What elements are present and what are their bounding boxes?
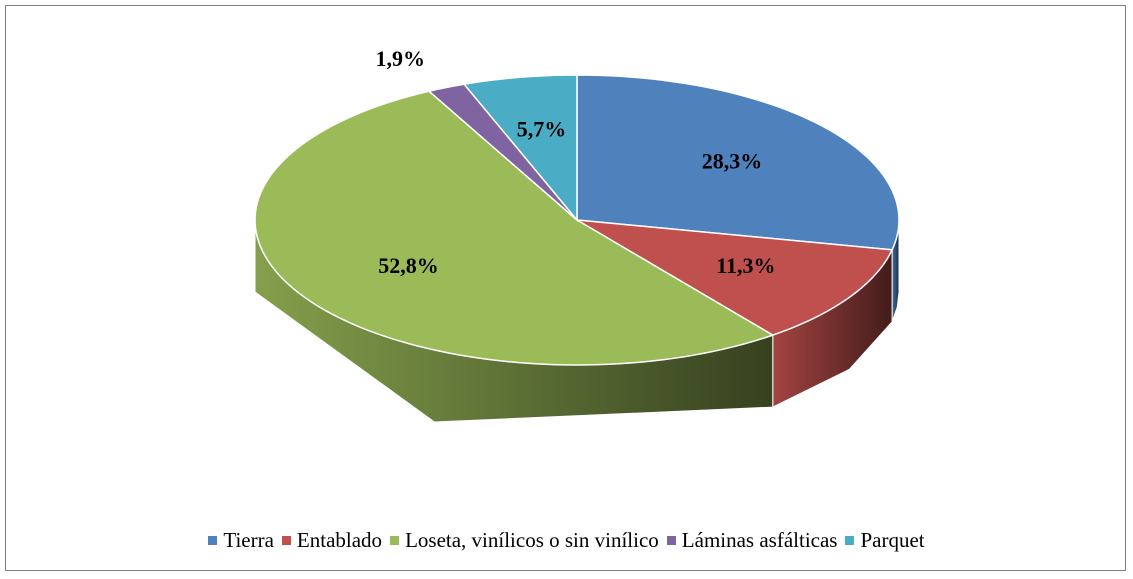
legend-swatch (845, 536, 855, 545)
legend-swatch (281, 536, 291, 545)
legend-item: Entablado (281, 528, 383, 553)
legend-item: Loseta, vinílicos o sin vinílico (390, 528, 659, 553)
data-label: 1,9% (375, 46, 425, 71)
slice (462, 74, 578, 223)
legend-swatch (390, 536, 400, 545)
slice (254, 90, 775, 366)
legend-label: Tierra (223, 528, 274, 552)
data-label: 5,7% (517, 117, 567, 142)
data-label: 11,3% (716, 253, 775, 278)
legend: Tierra Entablado Loseta, vinílicos o sin v… (0, 528, 1133, 553)
legend-swatch (208, 536, 218, 545)
data-label: 52,8% (378, 253, 439, 278)
legend-item: Parquet (845, 528, 925, 553)
legend-label: Láminas asfálticas (681, 528, 838, 552)
slice (576, 74, 900, 251)
chart-frame (5, 5, 1126, 571)
legend-swatch (666, 536, 676, 545)
slice (576, 219, 894, 336)
legend-item: Tierra (208, 528, 274, 553)
legend-label: Entablado (296, 528, 383, 552)
legend-label: Parquet (860, 528, 925, 552)
data-label: 28,3% (702, 148, 763, 173)
legend-item: Láminas asfálticas (666, 528, 838, 553)
legend-label: Loseta, vinílicos o sin vinílico (405, 528, 659, 552)
